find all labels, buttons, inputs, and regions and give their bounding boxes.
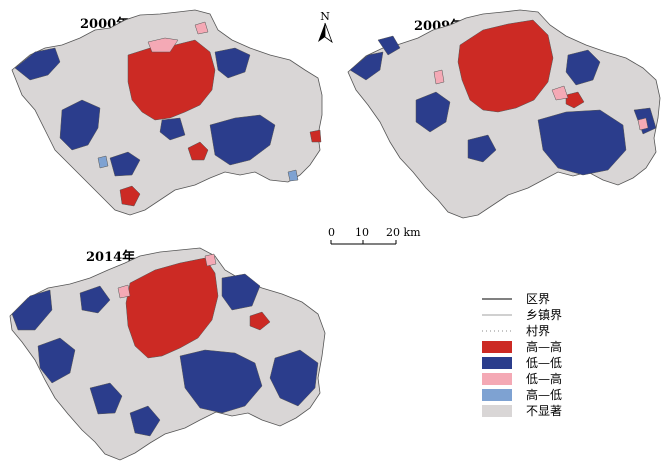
low-low-cluster bbox=[221, 273, 261, 311]
choropleth-2009 bbox=[347, 9, 661, 219]
low-low-cluster bbox=[79, 285, 111, 314]
legend-label: 低—低 bbox=[526, 356, 563, 370]
legend-item: 村界 bbox=[476, 324, 596, 338]
high-high-cluster bbox=[565, 91, 585, 109]
village-boundary-symbol bbox=[482, 330, 512, 332]
legend-item: 高—高 bbox=[476, 340, 596, 354]
legend-item: 区界 bbox=[476, 292, 596, 306]
high-high-cluster bbox=[249, 311, 271, 331]
low-low-cluster bbox=[214, 47, 251, 79]
low-high-cluster bbox=[117, 284, 131, 299]
legend-label: 不显著 bbox=[526, 404, 563, 418]
low-low-cluster bbox=[349, 51, 384, 81]
low-low-cluster bbox=[565, 49, 601, 86]
north-arrow-label: N bbox=[320, 10, 330, 23]
not-significant-swatch bbox=[482, 405, 512, 417]
map-2000: 2000年 bbox=[0, 0, 330, 225]
legend-item: 不显著 bbox=[476, 404, 596, 418]
scale-tick-0: 0 bbox=[328, 226, 335, 239]
legend-item: 高—低 bbox=[476, 388, 596, 402]
low-high-cluster bbox=[551, 85, 569, 101]
legend-label: 高—高 bbox=[526, 340, 563, 354]
low-low-cluster bbox=[14, 47, 61, 81]
low-low-cluster bbox=[37, 337, 76, 384]
legend-item: 低—低 bbox=[476, 356, 596, 370]
low-low-cluster bbox=[129, 405, 161, 437]
low-high-cluster bbox=[194, 21, 209, 35]
low-low-cluster bbox=[537, 109, 627, 176]
scale-tick-20: 20 km bbox=[386, 226, 421, 239]
low-high-cluster bbox=[147, 37, 179, 53]
district-boundary-symbol bbox=[482, 298, 512, 300]
low-high-cluster bbox=[204, 253, 217, 267]
low-low-cluster bbox=[89, 382, 123, 415]
map-title-2014: 2014年 bbox=[86, 250, 136, 265]
high-high-cluster bbox=[309, 129, 322, 143]
high-high-cluster bbox=[187, 141, 209, 161]
township-boundary-symbol bbox=[482, 314, 512, 316]
high-high-cluster bbox=[127, 39, 216, 121]
legend-item: 乡镇界 bbox=[476, 308, 596, 322]
low-low-cluster bbox=[467, 134, 497, 163]
legend-item: 低—高 bbox=[476, 372, 596, 386]
low-low-cluster bbox=[377, 35, 401, 56]
legend-label: 高—低 bbox=[526, 388, 563, 402]
low-high-cluster bbox=[433, 69, 445, 85]
low-high-cluster bbox=[637, 117, 649, 131]
map-2014: 2014年 bbox=[0, 238, 340, 469]
low-low-cluster bbox=[11, 289, 53, 331]
scale-bar: 0 10 20 km bbox=[326, 226, 436, 252]
high-high-cluster bbox=[119, 185, 141, 207]
low-low-swatch bbox=[482, 357, 512, 369]
low-low-cluster bbox=[109, 151, 141, 177]
high-low-cluster bbox=[287, 169, 299, 182]
choropleth-2000 bbox=[11, 9, 323, 216]
map-2009: 2009年 bbox=[338, 0, 666, 230]
low-high-swatch bbox=[482, 373, 512, 385]
high-low-swatch bbox=[482, 389, 512, 401]
north-arrow: N bbox=[313, 10, 337, 46]
high-low-cluster bbox=[97, 155, 109, 169]
north-arrow-icon bbox=[318, 22, 333, 44]
low-low-cluster bbox=[209, 114, 276, 166]
legend-label: 村界 bbox=[526, 324, 551, 338]
low-low-cluster bbox=[159, 117, 186, 141]
scale-tick-10: 10 bbox=[355, 226, 369, 239]
high-high-cluster bbox=[125, 257, 219, 359]
low-low-cluster bbox=[269, 349, 319, 407]
high-high-cluster bbox=[457, 19, 554, 113]
high-high-swatch bbox=[482, 341, 512, 353]
scale-bar-graphic bbox=[330, 240, 397, 245]
legend-label: 低—高 bbox=[526, 372, 563, 386]
low-low-cluster bbox=[59, 99, 101, 151]
legend-label: 乡镇界 bbox=[526, 308, 563, 322]
choropleth-2014 bbox=[9, 247, 326, 461]
low-low-cluster bbox=[179, 349, 263, 414]
legend-label: 区界 bbox=[526, 292, 551, 306]
low-low-cluster bbox=[415, 91, 451, 133]
